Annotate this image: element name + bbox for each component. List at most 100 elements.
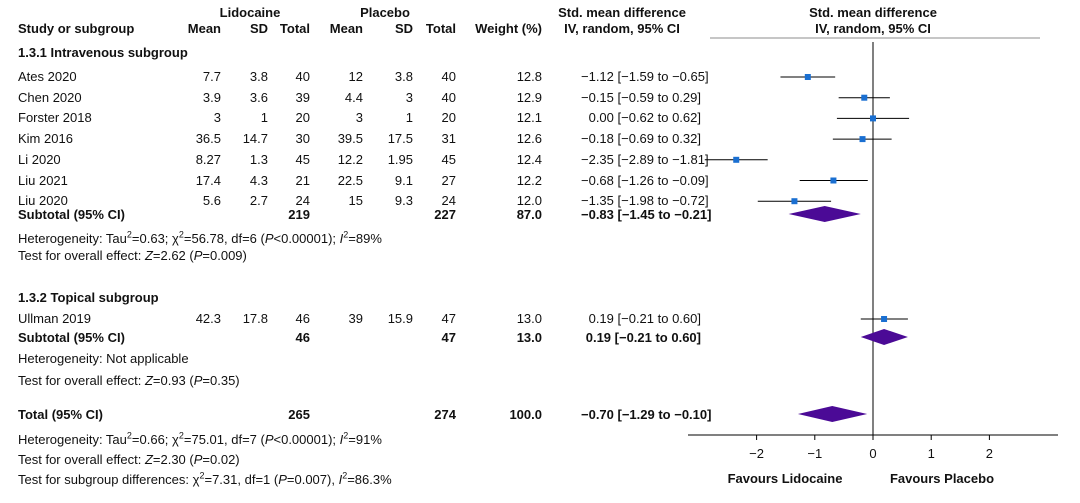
heterogeneity-line-part: 2 bbox=[178, 229, 184, 240]
placebo-sd: 3 bbox=[405, 89, 413, 105]
total-heterogeneity-part: =91% bbox=[348, 432, 382, 447]
placebo-total: 31 bbox=[441, 131, 456, 147]
favours-lidocaine-label: Favours Lidocaine bbox=[728, 471, 843, 486]
total-heterogeneity-part: <0.00001); bbox=[273, 432, 340, 447]
lidocaine-mean: 3 bbox=[213, 110, 221, 126]
heterogeneity-line: Heterogeneity: Not applicable bbox=[18, 351, 189, 367]
study-weight: 12.0 bbox=[516, 193, 542, 209]
placebo-total: 20 bbox=[441, 110, 456, 126]
subtotal-label: Subtotal (95% CI) bbox=[18, 207, 125, 222]
placebo-sd: 1 bbox=[405, 110, 413, 126]
header-p-total: Total bbox=[425, 21, 456, 36]
lidocaine-total: 21 bbox=[295, 172, 310, 188]
subtotal-weight: 13.0 bbox=[516, 330, 542, 345]
subgroup-differences-part: I bbox=[338, 472, 343, 487]
overall-effect-line: Test for overall effect: Z=0.93 (P=0.35) bbox=[18, 373, 240, 389]
header-method: IV, random, 95% CI bbox=[564, 21, 680, 36]
total-overall-effect-part: Test for overall effect: bbox=[18, 452, 145, 467]
x-tick-label: 0 bbox=[869, 446, 876, 461]
lidocaine-mean: 36.5 bbox=[195, 131, 221, 147]
total-heterogeneity-part: 2 bbox=[343, 430, 349, 441]
placebo-mean: 39 bbox=[348, 311, 363, 326]
header-lidocaine: Lidocaine bbox=[219, 5, 281, 20]
lidocaine-sd: 1 bbox=[260, 110, 268, 126]
total-heterogeneity-part: I bbox=[339, 432, 344, 447]
study-point-square bbox=[881, 316, 888, 322]
header-p-sd: SD bbox=[394, 21, 413, 36]
study-point-square bbox=[733, 156, 740, 163]
header-p-mean: Mean bbox=[329, 21, 363, 36]
overall-effect-line-part: =0.35) bbox=[202, 373, 240, 388]
study-weight: 12.1 bbox=[516, 110, 542, 126]
header-study: Study or subgroup bbox=[18, 21, 135, 36]
study-weight: 12.8 bbox=[516, 69, 542, 84]
pooled-estimate-diamond bbox=[797, 406, 868, 422]
lidocaine-mean: 17.4 bbox=[195, 172, 221, 188]
subgroup-differences-part: Test for subgroup differences: χ bbox=[18, 472, 200, 487]
plot-title: Std. mean difference bbox=[809, 5, 937, 20]
x-tick-label: −1 bbox=[807, 446, 822, 461]
overall-effect-line-part: Test for overall effect: bbox=[18, 248, 145, 263]
total-heterogeneity-part: Heterogeneity: Tau bbox=[18, 432, 127, 447]
placebo-total: 47 bbox=[441, 311, 456, 326]
study-ci: −0.18 [−0.69 to 0.32] bbox=[581, 131, 701, 147]
total-heterogeneity-part: 2 bbox=[126, 430, 132, 441]
lidocaine-sd: 4.3 bbox=[249, 172, 268, 188]
study-point-square bbox=[804, 74, 811, 80]
lidocaine-mean: 3.9 bbox=[202, 89, 221, 105]
subtotal-lidocaine-total: 46 bbox=[295, 330, 310, 345]
study-point-square bbox=[870, 115, 876, 122]
subgroup-differences-part: 2 bbox=[199, 470, 205, 481]
overall-effect-line-part: =0.93 ( bbox=[152, 373, 194, 388]
study-point-square bbox=[830, 177, 837, 184]
x-tick-label: −2 bbox=[749, 446, 764, 461]
group-title: 1.3.1 Intravenous subgroup bbox=[18, 45, 188, 60]
placebo-mean: 3 bbox=[355, 110, 363, 126]
placebo-total: 27 bbox=[441, 172, 456, 188]
study-ci: 0.19 [−0.21 to 0.60] bbox=[588, 311, 701, 326]
placebo-mean: 15 bbox=[348, 193, 363, 209]
plot-method: IV, random, 95% CI bbox=[815, 21, 931, 36]
subtotal-label: Subtotal (95% CI) bbox=[18, 330, 125, 345]
lidocaine-total: 30 bbox=[295, 131, 310, 147]
lidocaine-total: 46 bbox=[295, 311, 310, 326]
header-l-mean: Mean bbox=[187, 21, 221, 36]
lidocaine-total: 40 bbox=[295, 69, 310, 84]
placebo-sd: 3.8 bbox=[394, 69, 413, 84]
lidocaine-sd: 2.7 bbox=[249, 193, 268, 209]
total-overall-effect-part: P bbox=[193, 452, 203, 467]
study-name: Ullman 2019 bbox=[18, 311, 91, 326]
heterogeneity-line-part: 2 bbox=[343, 229, 349, 240]
lidocaine-mean: 8.27 bbox=[195, 151, 221, 167]
subtotal-ci: −0.83 [−1.45 to −0.21] bbox=[581, 207, 712, 222]
heterogeneity-line-part: I bbox=[339, 231, 344, 246]
subtotal-weight: 87.0 bbox=[516, 207, 542, 222]
study-weight: 12.2 bbox=[516, 172, 542, 188]
study-name: Liu 2020 bbox=[18, 193, 68, 209]
placebo-mean: 12.2 bbox=[337, 151, 363, 167]
overall-effect-line-part: =0.009) bbox=[202, 248, 247, 263]
total-heterogeneity: Heterogeneity: Tau2=0.66; χ2=75.01, df=7… bbox=[18, 430, 382, 448]
lidocaine-total: 20 bbox=[295, 110, 310, 126]
placebo-total: 40 bbox=[441, 89, 456, 105]
total-overall-effect-part: Z bbox=[144, 452, 153, 467]
lidocaine-sd: 3.6 bbox=[249, 89, 268, 105]
header-l-sd: SD bbox=[249, 21, 268, 36]
subtotal-placebo-total: 47 bbox=[441, 330, 456, 345]
total-heterogeneity-part: P bbox=[264, 432, 274, 447]
heterogeneity-line-part: =89% bbox=[348, 231, 382, 246]
lidocaine-mean: 42.3 bbox=[195, 311, 221, 326]
study-ci: −1.35 [−1.98 to −0.72] bbox=[581, 193, 709, 209]
favours-placebo-label: Favours Placebo bbox=[890, 471, 994, 486]
placebo-sd: 9.3 bbox=[394, 193, 413, 209]
heterogeneity-line-part: 2 bbox=[126, 229, 132, 240]
heterogeneity-line-part: Heterogeneity: Tau bbox=[18, 231, 127, 246]
heterogeneity-line-part: =56.78, df=6 ( bbox=[183, 231, 265, 246]
study-point-square bbox=[859, 136, 866, 143]
study-name: Chen 2020 bbox=[18, 89, 82, 105]
overall-effect-line-part: P bbox=[193, 373, 203, 388]
lidocaine-sd: 14.7 bbox=[242, 131, 268, 147]
total-label: Total (95% CI) bbox=[18, 407, 103, 422]
x-tick-label: 1 bbox=[928, 446, 935, 461]
